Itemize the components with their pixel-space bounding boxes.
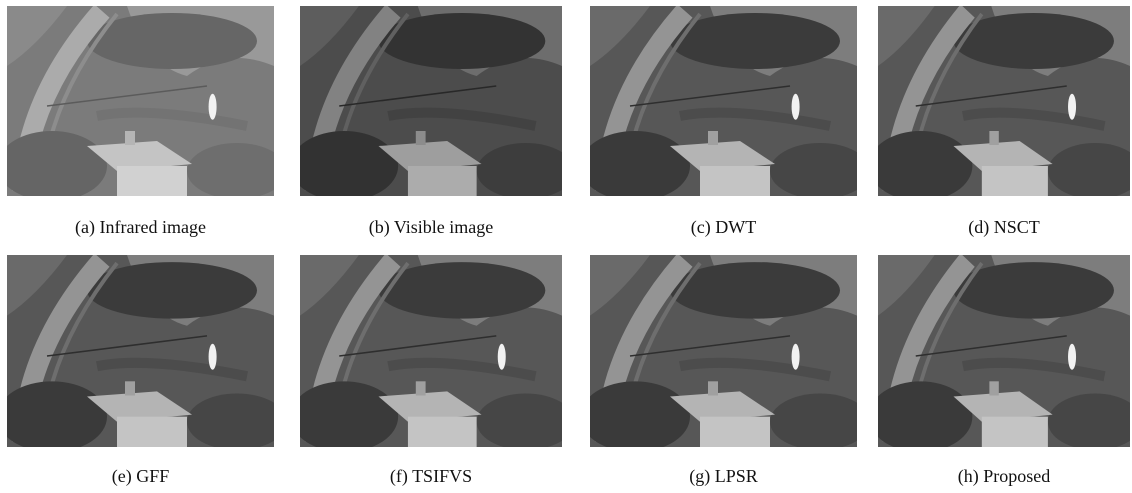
target-figure bbox=[209, 94, 217, 120]
image bbox=[580, 255, 870, 452]
panel-image bbox=[580, 6, 870, 201]
caption: (b) Visible image bbox=[369, 217, 494, 238]
panel-image bbox=[290, 255, 575, 452]
panel-image bbox=[0, 255, 287, 452]
image bbox=[0, 255, 287, 452]
figure: (a) Infrared image (b) Visible image (c) D… bbox=[0, 0, 1132, 493]
caption: (f) TSIFVS bbox=[390, 466, 472, 487]
target-figure bbox=[792, 344, 800, 370]
panel-image bbox=[580, 255, 870, 452]
panel-image bbox=[869, 255, 1132, 452]
caption: (e) GFF bbox=[112, 466, 170, 487]
caption: (a) Infrared image bbox=[75, 217, 206, 238]
target-figure bbox=[1068, 344, 1076, 370]
caption: (c) DWT bbox=[691, 217, 756, 238]
image bbox=[869, 255, 1132, 452]
target-figure bbox=[792, 94, 800, 120]
target-figure bbox=[1068, 94, 1076, 120]
target-figure bbox=[498, 344, 506, 370]
image bbox=[869, 6, 1132, 201]
visible-tint bbox=[300, 6, 562, 196]
image bbox=[580, 6, 870, 201]
infrared-tint bbox=[7, 6, 274, 196]
caption: (g) LPSR bbox=[689, 466, 758, 487]
caption: (d) NSCT bbox=[968, 217, 1040, 238]
image bbox=[290, 255, 575, 452]
target-figure bbox=[209, 344, 217, 370]
caption: (h) Proposed bbox=[958, 466, 1051, 487]
panel-image bbox=[869, 6, 1132, 201]
